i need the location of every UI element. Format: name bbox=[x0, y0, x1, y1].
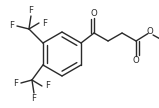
Text: O: O bbox=[147, 28, 153, 37]
Text: F: F bbox=[28, 6, 33, 15]
Text: F: F bbox=[45, 82, 50, 91]
Text: O: O bbox=[91, 9, 97, 18]
Text: F: F bbox=[9, 21, 14, 30]
Text: F: F bbox=[42, 18, 47, 28]
Text: F: F bbox=[13, 79, 18, 87]
Text: O: O bbox=[133, 56, 139, 65]
Text: F: F bbox=[31, 94, 36, 103]
